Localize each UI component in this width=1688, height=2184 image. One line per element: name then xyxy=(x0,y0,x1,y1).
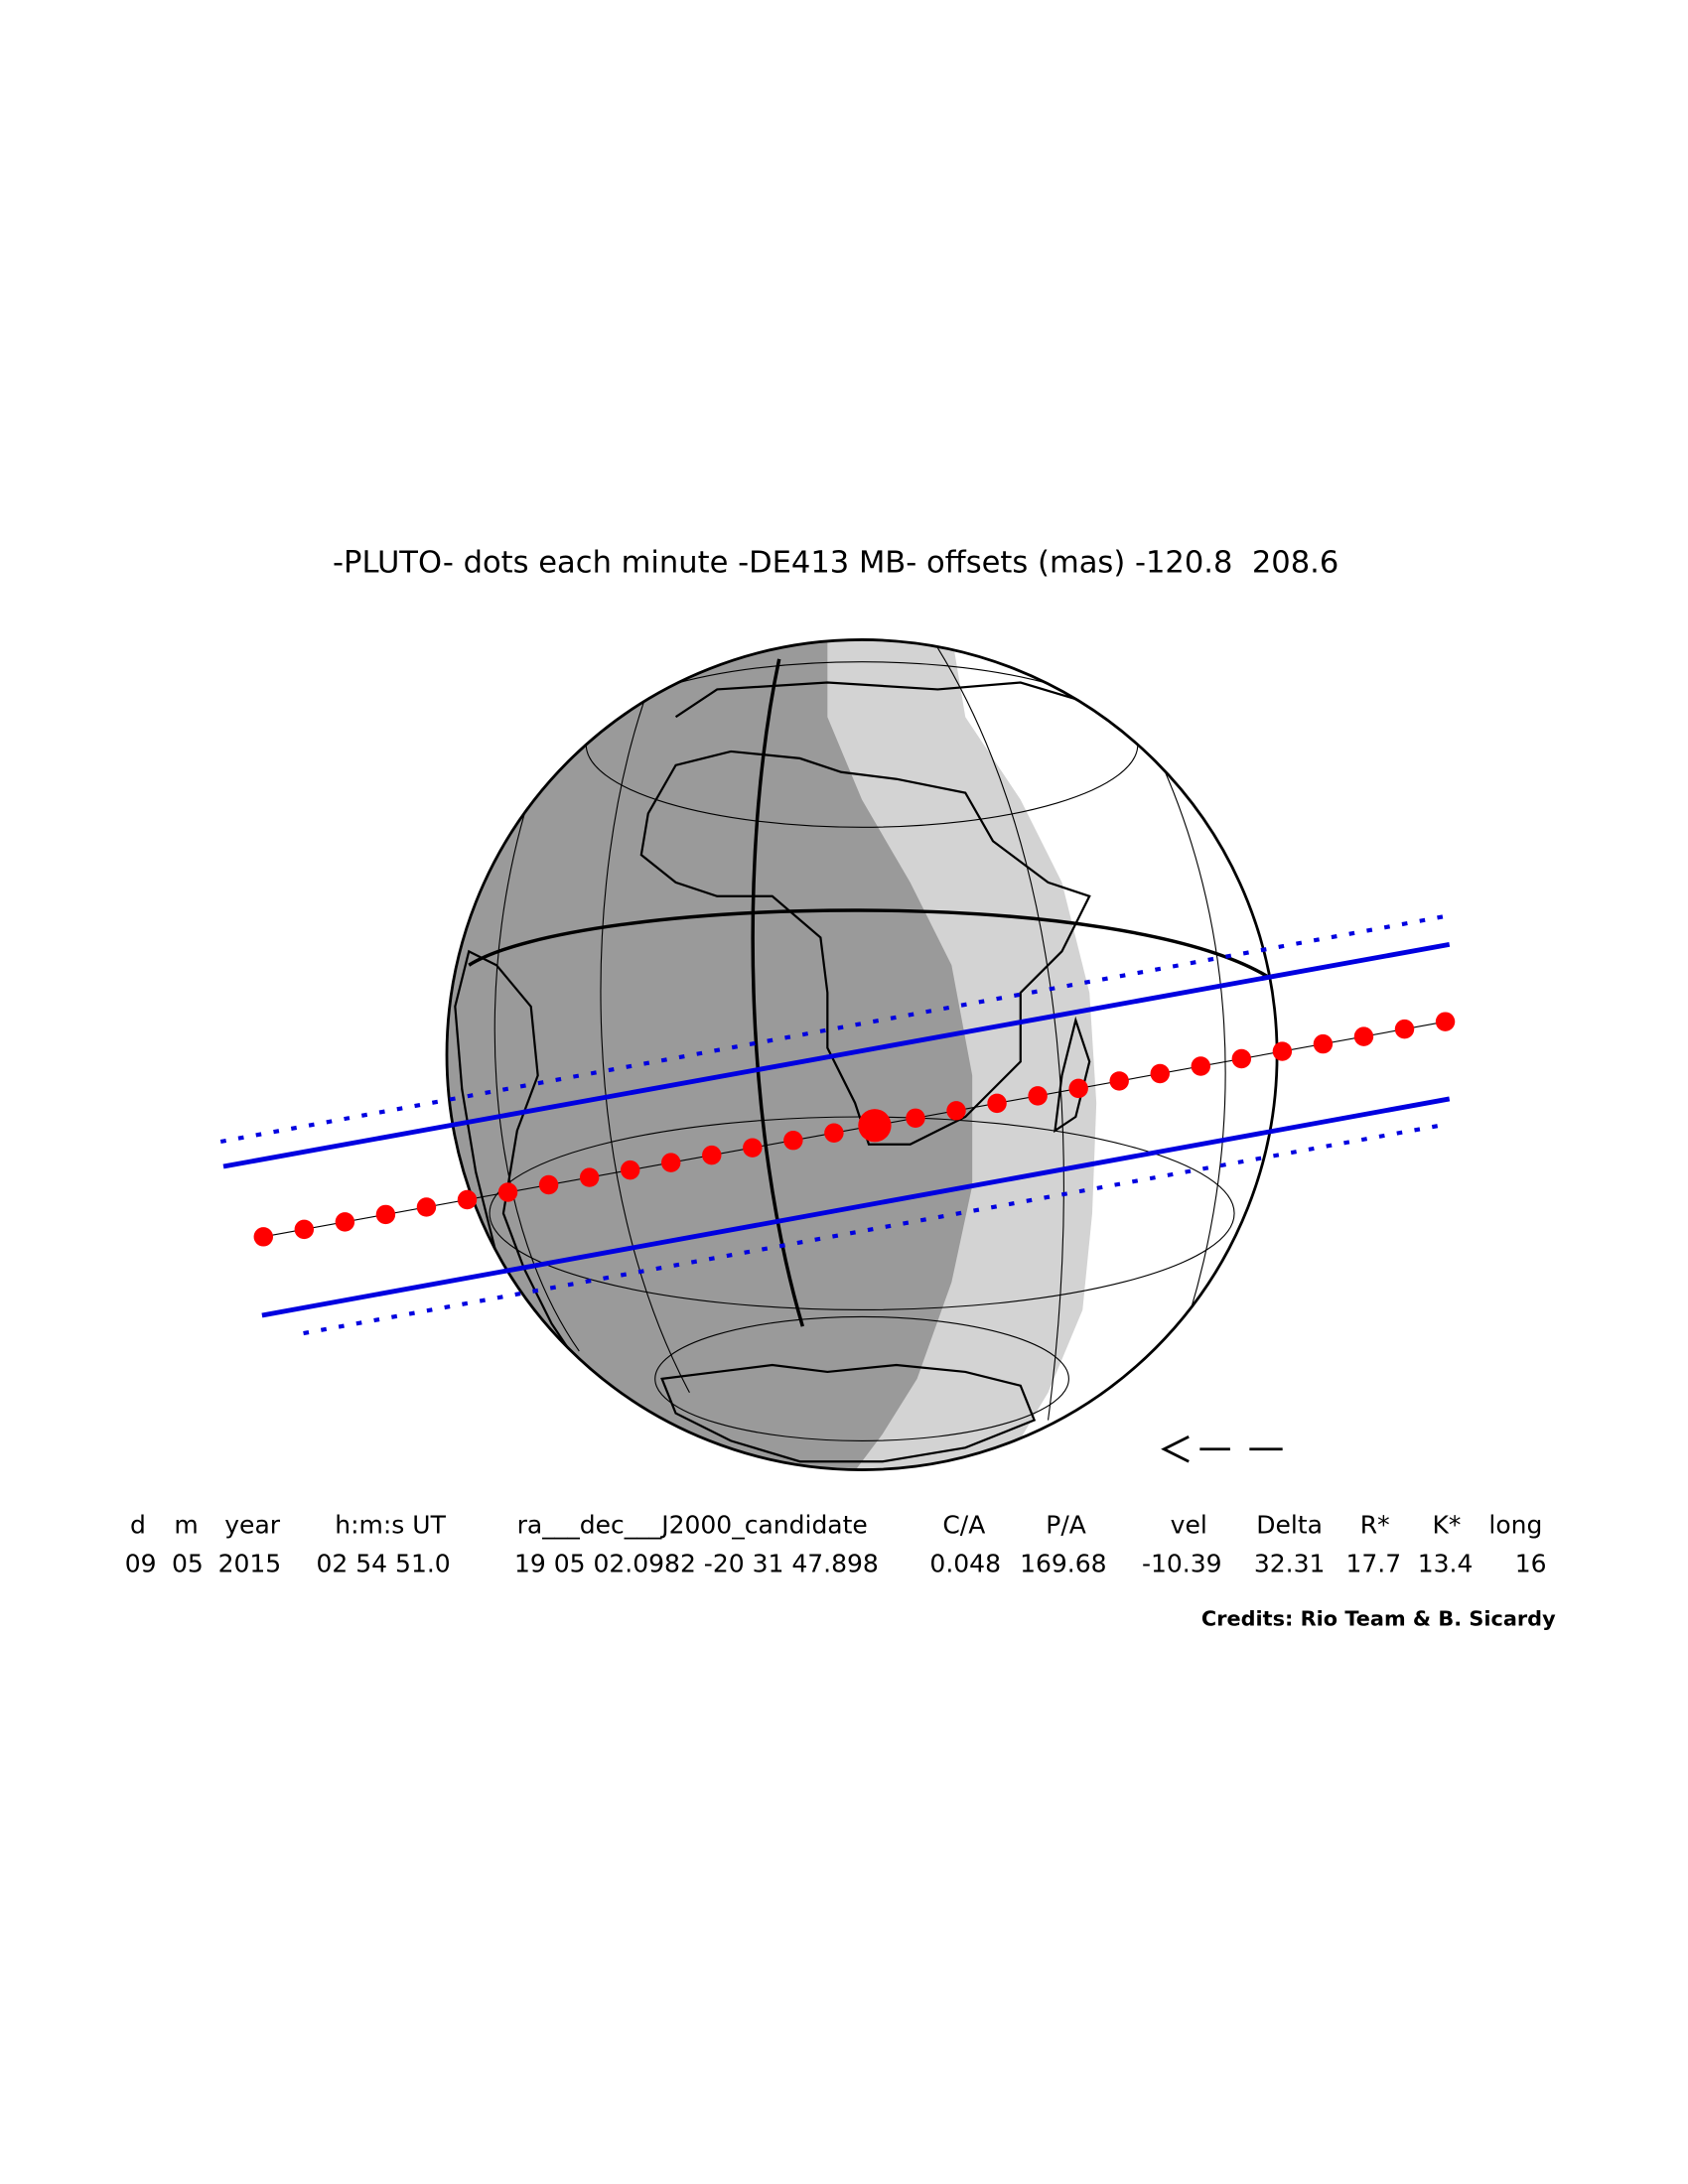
credits: Credits: Rio Team & B. Sicardy xyxy=(1201,1606,1556,1630)
minute-dot xyxy=(1353,1026,1374,1046)
table-value: 02 54 51.0 xyxy=(317,1549,451,1577)
minute-dot xyxy=(375,1204,396,1225)
minute-dot xyxy=(1435,1012,1456,1031)
minute-dot xyxy=(1068,1078,1088,1099)
minute-dot xyxy=(660,1153,681,1172)
minute-dot xyxy=(1394,1019,1415,1039)
table-header: R* xyxy=(1360,1510,1390,1539)
table-value: 19 05 02.0982 -20 31 47.898 xyxy=(514,1549,879,1577)
shadow-limit-dotted xyxy=(219,913,1451,1145)
table-header: d xyxy=(130,1510,146,1539)
minute-dot xyxy=(824,1123,844,1143)
table-value: 169.68 xyxy=(1020,1549,1106,1577)
table-header: P/A xyxy=(1046,1510,1086,1539)
shadow-path xyxy=(219,913,1456,1336)
table-value: 09 xyxy=(125,1549,157,1577)
minute-dot xyxy=(783,1130,803,1151)
table-value: 0.048 xyxy=(929,1549,1001,1577)
table-value: 17.7 xyxy=(1345,1549,1401,1577)
minute-dot xyxy=(1272,1041,1293,1061)
minute-dot xyxy=(538,1174,559,1195)
minute-dot xyxy=(579,1167,600,1187)
table-header: C/A xyxy=(942,1510,985,1539)
minute-dots xyxy=(253,1012,1456,1247)
minute-dot xyxy=(457,1189,478,1210)
minute-dot xyxy=(1028,1086,1048,1106)
minute-dot xyxy=(335,1212,355,1232)
globe xyxy=(447,639,1278,1470)
event-table: d m year h:m:s UT ra___dec___J2000_candidate… xyxy=(125,1510,1547,1577)
shadow-limit xyxy=(222,941,1451,1169)
map-title: -PLUTO- dots each minute -DE413 MB- offs… xyxy=(333,545,1338,580)
minute-dot xyxy=(1109,1071,1129,1091)
table-value: 2015 xyxy=(218,1549,282,1577)
minute-dot xyxy=(416,1197,437,1217)
table-header: ra___dec___J2000_candidate xyxy=(517,1510,868,1539)
minute-dot xyxy=(1150,1063,1170,1084)
direction-arrow xyxy=(1161,1434,1283,1463)
night-side xyxy=(447,639,973,1470)
table-header: vel xyxy=(1171,1510,1207,1539)
table-value: 32.31 xyxy=(1254,1549,1326,1577)
minute-dot xyxy=(1313,1033,1334,1054)
minute-dot xyxy=(743,1138,763,1158)
table-value: -10.39 xyxy=(1142,1549,1222,1577)
minute-dot xyxy=(497,1182,518,1202)
minute-dot xyxy=(253,1227,273,1247)
table-header: year xyxy=(224,1510,280,1539)
minute-dot xyxy=(702,1145,722,1165)
minute-dot xyxy=(294,1219,315,1240)
table-value: 16 xyxy=(1515,1549,1547,1577)
minute-dot xyxy=(946,1101,966,1121)
closest-approach-dot xyxy=(858,1109,892,1143)
table-value: 05 xyxy=(172,1549,204,1577)
meridian xyxy=(751,658,804,1327)
minute-dot xyxy=(1231,1048,1252,1069)
table-value: 13.4 xyxy=(1418,1549,1474,1577)
table-header: long xyxy=(1488,1510,1542,1539)
table-header: K* xyxy=(1432,1510,1461,1539)
shadow-limit-dotted xyxy=(303,1121,1451,1336)
equator xyxy=(468,908,1277,984)
minute-dot xyxy=(906,1108,925,1129)
table-header: m xyxy=(174,1510,198,1539)
table-header: h:m:s UT xyxy=(335,1510,446,1539)
minute-dot xyxy=(1191,1056,1211,1076)
minute-dot xyxy=(620,1160,640,1180)
table-header: Delta xyxy=(1256,1510,1323,1539)
minute-dot xyxy=(987,1093,1007,1114)
shadow-limit xyxy=(261,1096,1451,1318)
